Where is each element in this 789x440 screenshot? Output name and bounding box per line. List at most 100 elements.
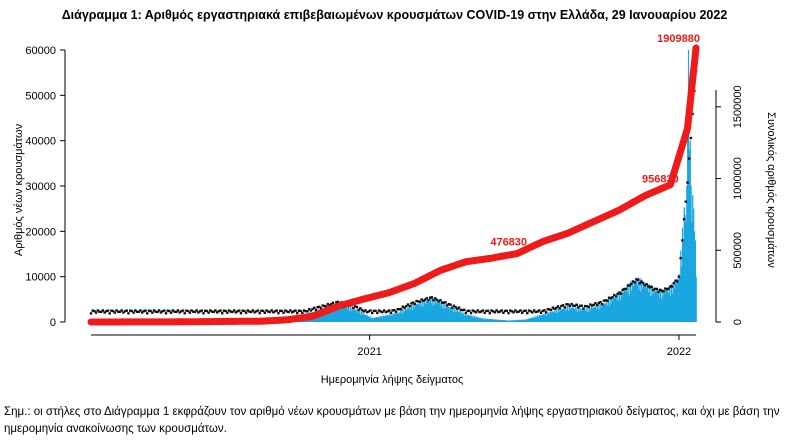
bar [432, 305, 434, 322]
bar-label [509, 309, 512, 312]
bar-label [633, 281, 636, 284]
bar [364, 314, 366, 322]
bar [562, 309, 564, 322]
bar-label [135, 310, 139, 313]
bar [471, 316, 473, 322]
bar-label [106, 309, 110, 312]
bar [501, 320, 503, 322]
bar [573, 308, 575, 322]
bar [653, 288, 656, 322]
bar-label [490, 309, 493, 312]
bar [684, 214, 686, 322]
bar-label [313, 306, 316, 310]
bar-label [427, 299, 430, 302]
bar-label [640, 280, 643, 283]
bar [670, 296, 672, 322]
bar [368, 315, 370, 322]
bar-label [636, 278, 640, 282]
bar [439, 305, 442, 322]
bar-label [587, 305, 590, 309]
bar [560, 308, 563, 322]
bar-label [307, 307, 311, 311]
bar-label [558, 307, 561, 310]
bar [320, 311, 322, 322]
bar [455, 309, 457, 322]
bar-label [210, 310, 214, 313]
bar-label [316, 305, 319, 309]
bar [405, 309, 408, 322]
left-y-tick-label: 50000 [25, 90, 56, 102]
bar-label [534, 310, 538, 314]
bar [324, 309, 327, 322]
bar-label [544, 311, 548, 314]
bar [415, 305, 417, 322]
bar [604, 302, 606, 322]
bar-label [580, 304, 584, 307]
bar [451, 307, 454, 322]
bar [330, 305, 333, 322]
left-y-tick-label: 40000 [25, 136, 56, 148]
bar [570, 306, 572, 322]
bar [346, 306, 348, 322]
bar [624, 288, 627, 322]
bar-label [597, 301, 601, 305]
bar [373, 317, 375, 322]
bar [390, 313, 392, 322]
bar [566, 305, 569, 322]
bar-label [669, 285, 672, 288]
bar [333, 306, 335, 322]
bar [689, 140, 691, 322]
bar-label [314, 308, 318, 312]
bar [396, 313, 398, 322]
bar [497, 319, 499, 322]
bar [343, 306, 345, 322]
bar [392, 313, 394, 322]
bar [515, 320, 518, 322]
bar [687, 131, 689, 322]
bar [621, 296, 623, 322]
bar-label [149, 309, 152, 313]
bar [629, 295, 631, 322]
bar-label [531, 311, 534, 314]
bar [441, 307, 443, 322]
bar [435, 303, 437, 322]
bar [480, 318, 483, 322]
bar-label [246, 309, 249, 312]
bar [443, 308, 445, 322]
bar [563, 307, 565, 322]
bar [630, 291, 633, 322]
bar-label [643, 284, 647, 287]
bar [352, 310, 354, 322]
bar-label [255, 310, 258, 313]
bar-label [434, 297, 437, 300]
bar [595, 305, 597, 322]
bar [429, 298, 431, 322]
bar-label [128, 309, 132, 312]
bar [408, 308, 410, 322]
bar [421, 306, 423, 322]
bar [414, 303, 416, 322]
bar-label [630, 282, 633, 286]
bar [478, 317, 480, 322]
bar [330, 309, 332, 322]
bar-label [382, 309, 386, 312]
bar-label [130, 309, 134, 313]
bar-label [500, 309, 503, 312]
bar-label [595, 303, 599, 307]
bar-label [326, 302, 330, 306]
bar-label [127, 312, 130, 315]
bar [427, 301, 429, 322]
bar [511, 320, 513, 322]
bar [601, 303, 604, 322]
bar [609, 298, 611, 322]
bar [448, 307, 450, 322]
left-y-axis: 0 10000 20000 30000 40000 50000 60000 [25, 45, 66, 329]
left-y-tick-label: 20000 [25, 226, 56, 238]
bar-label [355, 305, 359, 309]
bar [488, 318, 490, 322]
bar [378, 317, 380, 322]
bar [537, 315, 539, 322]
bar [367, 316, 369, 322]
bar-label [483, 311, 486, 315]
bar-label [275, 309, 278, 312]
